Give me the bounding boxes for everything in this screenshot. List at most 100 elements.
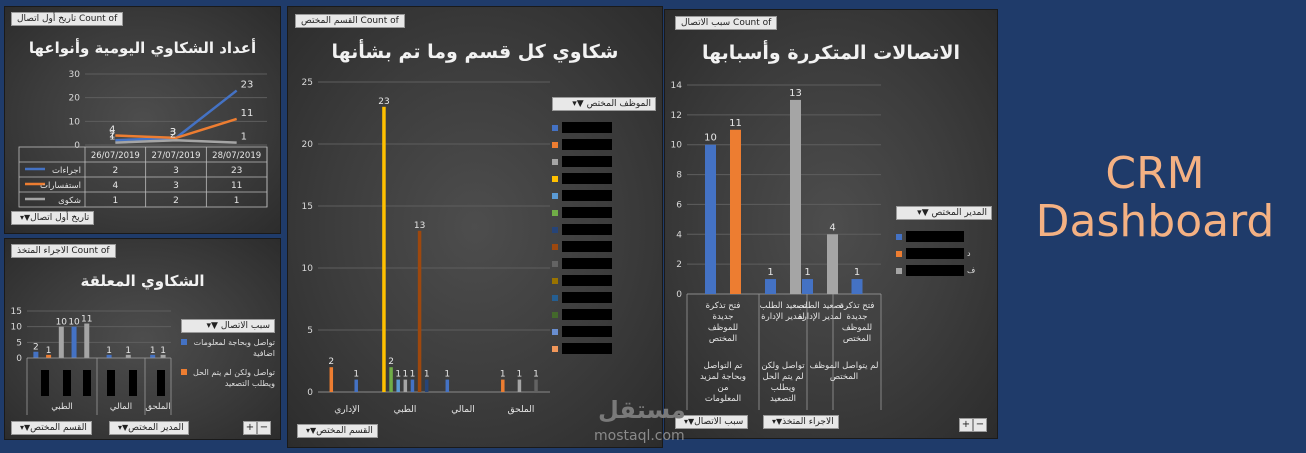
dept-legend-item[interactable] (552, 323, 656, 340)
dept-legend-header[interactable]: الموظف المختص ▼▾ (552, 97, 656, 111)
legend-swatch (552, 192, 558, 199)
y-tick-label: 0 (676, 290, 682, 300)
legend-partial-text: ف (967, 266, 976, 275)
dept-filter-button[interactable]: القسم المختص▼▾ (297, 424, 378, 438)
legend-swatch (552, 209, 558, 216)
bar (33, 351, 39, 358)
redacted-name (562, 173, 612, 184)
legend-swatch (896, 267, 902, 274)
legend-swatch (181, 369, 187, 375)
dept-legend-item[interactable] (552, 187, 656, 204)
y-tick-label: 15 (302, 202, 313, 212)
category-label-line: لم يتواصل الموظف (810, 361, 879, 371)
dept-legend-item[interactable] (552, 204, 656, 221)
category-label-line: التصعيد (770, 394, 796, 404)
bar (403, 379, 408, 392)
redacted-name (562, 224, 612, 235)
bar (46, 354, 52, 358)
y-tick-label: 10 (671, 141, 683, 151)
daily-count-tag: Count of تاريخ أول اتصال (11, 12, 124, 26)
bar (534, 379, 538, 392)
redacted-name (562, 156, 612, 167)
data-label: 1 (500, 370, 506, 380)
bar (501, 379, 505, 392)
data-label: 1 (517, 370, 523, 380)
legend-swatch (552, 311, 558, 318)
watermark-arabic: مستقل (598, 396, 686, 424)
dept-legend-item[interactable] (552, 136, 656, 153)
redacted-label (63, 370, 71, 396)
dept-legend-item[interactable] (552, 170, 656, 187)
data-label: 10 (56, 318, 68, 328)
group-label: الملحق (145, 402, 170, 412)
bar (71, 326, 77, 358)
pending-legend-header[interactable]: سبب الاتصال ▼▾ (181, 319, 275, 333)
repeat-action-filter[interactable]: الاجراء المتخذ▼▾ (763, 415, 839, 429)
redacted-name (562, 326, 612, 337)
dept-legend-item[interactable] (552, 272, 656, 289)
expand-button[interactable]: + (243, 421, 257, 435)
dept-legend-item[interactable] (552, 340, 656, 357)
pending-legend: سبب الاتصال ▼▾ تواصل وبحاجة لمعلومات اضا… (181, 319, 275, 389)
y-tick-label: 25 (302, 78, 313, 88)
category-label-line: المختص (830, 372, 858, 382)
category-label: الطبي (394, 405, 417, 415)
y-tick-label: 15 (11, 307, 22, 317)
redacted-name (562, 241, 612, 252)
repeat-legend-item[interactable]: د (896, 245, 992, 262)
table-row-name: شكوى (58, 196, 81, 206)
repeat-legend-header[interactable]: المدير المختص ▼▾ (896, 206, 992, 220)
data-label: 2 (109, 129, 115, 140)
y-tick-label: 10 (69, 117, 81, 127)
filter-funnel-icon: ▼▾ (684, 417, 695, 426)
pending-dept-filter[interactable]: القسم المختص▼▾ (11, 421, 92, 435)
dept-legend-items (552, 119, 656, 357)
dept-legend-item[interactable] (552, 153, 656, 170)
pending-manager-filter[interactable]: المدير المختص▼▾ (109, 421, 189, 435)
dept-legend-item[interactable] (552, 119, 656, 136)
category-label: لم يتواصل الموظف المختص (810, 361, 879, 382)
dept-legend-item[interactable] (552, 306, 656, 323)
watermark-latin: mostaql.com (594, 428, 685, 444)
y-tick-label: 0 (74, 141, 80, 151)
legend-swatch (896, 250, 902, 257)
y-tick-label: 12 (671, 111, 682, 121)
category-label: تم التواصل وبحاجة لمزيد من المعلومات (700, 361, 746, 404)
dept-legend-item[interactable] (552, 255, 656, 272)
collapse-button[interactable]: − (973, 418, 987, 432)
data-label: 1 (109, 132, 115, 143)
y-tick-label: 20 (69, 94, 81, 104)
repeat-legend-item[interactable]: ف (896, 262, 992, 279)
y-tick-label: 14 (671, 81, 683, 91)
dept-legend-item[interactable] (552, 289, 656, 306)
bar (125, 354, 131, 358)
table-cell: 3 (173, 181, 179, 191)
repeat-reason-filter-label: سبب الاتصال (694, 417, 744, 427)
pending-legend-item: تواصل ولكن لم يتم الحل ويطلب التصعيد (181, 367, 275, 389)
repeat-reason-filter[interactable]: سبب الاتصال▼▾ (675, 415, 749, 429)
category-label-line: تم التواصل (704, 361, 743, 371)
bar (424, 379, 429, 392)
expand-button[interactable]: + (959, 418, 973, 432)
collapse-button[interactable]: − (257, 421, 271, 435)
data-label: 11 (729, 118, 742, 129)
dept-legend-item[interactable] (552, 238, 656, 255)
data-label: 13 (414, 221, 425, 231)
category-label-line: لمدير الإدارة (798, 312, 842, 322)
pending-dept-filter-label: القسم المختص (30, 423, 87, 433)
category-label-line: ويطلب (771, 383, 796, 393)
y-tick-label: 5 (307, 326, 313, 336)
data-label: 1 (533, 370, 539, 380)
data-label: 2 (328, 357, 334, 367)
dept-legend-item[interactable] (552, 221, 656, 238)
bar (150, 354, 156, 358)
repeated-calls-panel: Count of سبب الاتصال الاتصالات المتكررة … (664, 9, 998, 439)
category-label: فتح تذكرة جديدة للموظف المختص (706, 301, 741, 344)
table-cell: 1 (112, 196, 118, 206)
bar (84, 323, 90, 358)
repeat-legend-item[interactable] (896, 228, 992, 245)
department-complaints-panel: Count of القسم المختص شكاوي كل قسم وما ت… (287, 6, 663, 448)
daily-filter-button[interactable]: تاريخ أول اتصال▼▾ (11, 211, 95, 225)
